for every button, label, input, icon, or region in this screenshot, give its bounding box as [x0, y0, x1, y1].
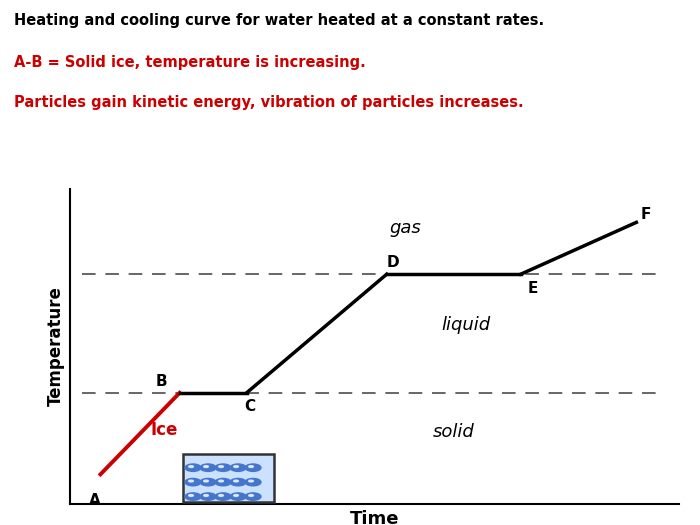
Ellipse shape [185, 493, 201, 500]
Text: B: B [155, 374, 167, 389]
Ellipse shape [230, 464, 246, 471]
Ellipse shape [185, 464, 201, 471]
Text: solid: solid [433, 423, 475, 442]
Text: F: F [640, 207, 651, 222]
Ellipse shape [189, 466, 193, 467]
Ellipse shape [248, 495, 253, 497]
Ellipse shape [218, 466, 223, 467]
Ellipse shape [204, 480, 209, 482]
Ellipse shape [204, 466, 209, 467]
Ellipse shape [234, 480, 239, 482]
Ellipse shape [189, 495, 193, 497]
FancyBboxPatch shape [183, 454, 274, 502]
Ellipse shape [185, 478, 201, 486]
Ellipse shape [200, 464, 216, 471]
Text: A-B = Solid ice, temperature is increasing.: A-B = Solid ice, temperature is increasi… [14, 55, 365, 70]
Text: Ice: Ice [150, 422, 178, 439]
Text: C: C [244, 400, 256, 414]
X-axis label: Time: Time [350, 510, 399, 525]
Ellipse shape [230, 493, 246, 500]
Text: E: E [528, 281, 538, 296]
Text: Heating and cooling curve for water heated at a constant rates.: Heating and cooling curve for water heat… [14, 13, 544, 28]
Ellipse shape [215, 493, 231, 500]
Ellipse shape [248, 480, 253, 482]
Ellipse shape [245, 464, 261, 471]
Ellipse shape [245, 493, 261, 500]
Ellipse shape [245, 478, 261, 486]
Text: gas: gas [389, 219, 421, 237]
Ellipse shape [218, 480, 223, 482]
Ellipse shape [200, 478, 216, 486]
Text: D: D [386, 255, 399, 270]
Ellipse shape [189, 480, 193, 482]
Text: liquid: liquid [441, 316, 491, 334]
Ellipse shape [234, 466, 239, 467]
Ellipse shape [215, 464, 231, 471]
Text: A: A [88, 493, 100, 508]
Ellipse shape [248, 466, 253, 467]
Ellipse shape [204, 495, 209, 497]
Text: Particles gain kinetic energy, vibration of particles increases.: Particles gain kinetic energy, vibration… [14, 94, 524, 110]
Ellipse shape [218, 495, 223, 497]
Y-axis label: Temperature: Temperature [46, 287, 64, 406]
Ellipse shape [234, 495, 239, 497]
Ellipse shape [215, 478, 231, 486]
Ellipse shape [200, 493, 216, 500]
Ellipse shape [230, 478, 246, 486]
